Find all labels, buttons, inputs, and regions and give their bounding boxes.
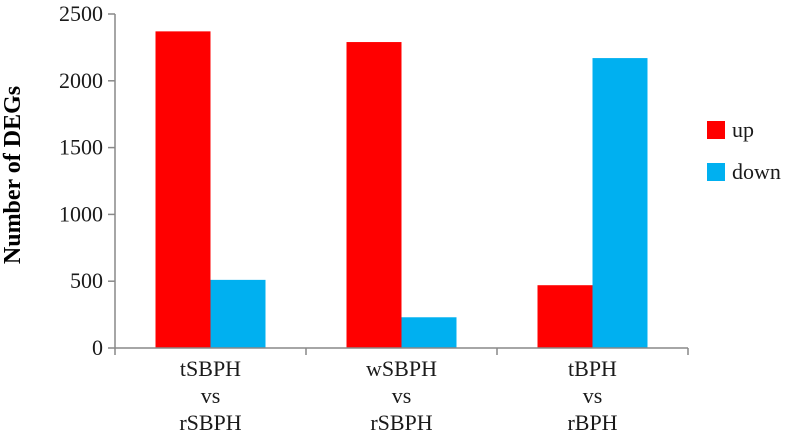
y-tick-label: 500 [70,268,103,293]
bar-up [346,42,402,348]
bar-down [401,317,457,348]
legend: up down [707,117,781,184]
legend-label-down: down [732,159,781,184]
bars [155,31,648,348]
y-tick-label: 2000 [59,68,103,93]
legend-swatch-up [707,121,725,139]
x-axis: tSBPH vs rSBPH wSBPH vs rSBPH tBPH vs rBPH [114,347,689,430]
y-tick-label: 1500 [59,135,103,160]
legend-label-up: up [732,117,754,142]
x-tick-label: tBPH vs rBPH [567,356,617,430]
y-tick-label: 0 [92,335,103,360]
y-axis-title: Number of DEGs [0,86,26,264]
x-tick-label: wSBPH vs rSBPH [366,356,437,430]
x-tick-label: tSBPH vs rSBPH [179,356,241,430]
bar-up [537,285,593,348]
bar-down [592,58,648,348]
bar-up [155,31,211,348]
y-axis: 0 500 1000 1500 2000 2500 [59,1,116,360]
y-tick-label: 2500 [59,1,103,26]
y-tick-label: 1000 [59,201,103,226]
legend-swatch-down [707,163,725,181]
bar-down [210,279,266,348]
